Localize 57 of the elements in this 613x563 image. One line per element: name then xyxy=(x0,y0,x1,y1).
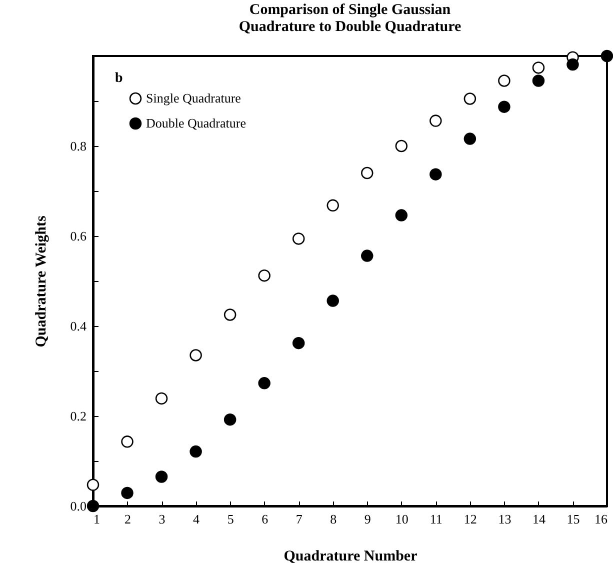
x-tick-label: 4 xyxy=(193,512,200,526)
point xyxy=(155,470,168,483)
y-tick-label: 0.4 xyxy=(70,318,87,334)
point xyxy=(86,478,100,491)
point xyxy=(395,140,408,152)
point xyxy=(464,92,476,105)
point xyxy=(532,62,545,74)
x-tick-label: 3 xyxy=(158,512,166,526)
point xyxy=(326,294,339,307)
point xyxy=(464,132,476,145)
chart-title: Comparison of Single Gaussian Quadrature to Double Quadrature xyxy=(238,2,462,35)
y-tick-label: 0.0 xyxy=(70,498,86,514)
x-axis-title: Quadrature Number xyxy=(284,548,418,563)
x-tick-label: 5 xyxy=(227,512,234,526)
x-tick-label: 12 xyxy=(464,512,477,526)
x-tick-label: 6 xyxy=(262,512,269,526)
x-tick-label: 11 xyxy=(430,512,442,526)
y-tick-label: 0.6 xyxy=(70,228,87,244)
point xyxy=(258,377,270,390)
x-tick-label: 14 xyxy=(532,512,546,526)
x-tick-label: 2 xyxy=(124,512,132,526)
point xyxy=(600,50,613,62)
point xyxy=(326,199,339,212)
point xyxy=(532,74,545,87)
point xyxy=(121,436,134,448)
point xyxy=(224,308,236,321)
x-tick-label: 8 xyxy=(330,512,337,526)
point xyxy=(224,413,236,426)
point xyxy=(292,336,305,350)
legend-label: Single Quadrature xyxy=(146,90,242,106)
y-tick-label: 0.8 xyxy=(70,138,86,154)
point xyxy=(86,500,100,512)
point xyxy=(190,349,202,362)
point xyxy=(190,445,202,458)
y-tick-label: 0.2 xyxy=(70,408,86,424)
annotation: b xyxy=(115,71,123,86)
point xyxy=(430,168,442,180)
point xyxy=(430,114,442,127)
x-tick-label: 1 xyxy=(94,512,100,526)
point xyxy=(292,232,305,245)
point xyxy=(566,58,579,71)
x-tick-label: 15 xyxy=(566,512,580,526)
point xyxy=(498,100,510,113)
x-tick-label: 7 xyxy=(296,512,303,526)
x-tick-label: 9 xyxy=(364,512,371,526)
x-tick-label: 13 xyxy=(498,512,512,526)
point xyxy=(258,269,270,282)
x-tick-label: 16 xyxy=(594,512,608,526)
point xyxy=(395,209,408,222)
point xyxy=(498,74,510,87)
point xyxy=(121,486,134,500)
point xyxy=(361,166,374,180)
point xyxy=(361,250,374,262)
legend-label: Double Quadrature xyxy=(146,116,246,130)
y-axis-title: Quadrature Weights xyxy=(33,216,50,348)
x-tick-label: 10 xyxy=(395,512,408,526)
point xyxy=(155,392,168,405)
